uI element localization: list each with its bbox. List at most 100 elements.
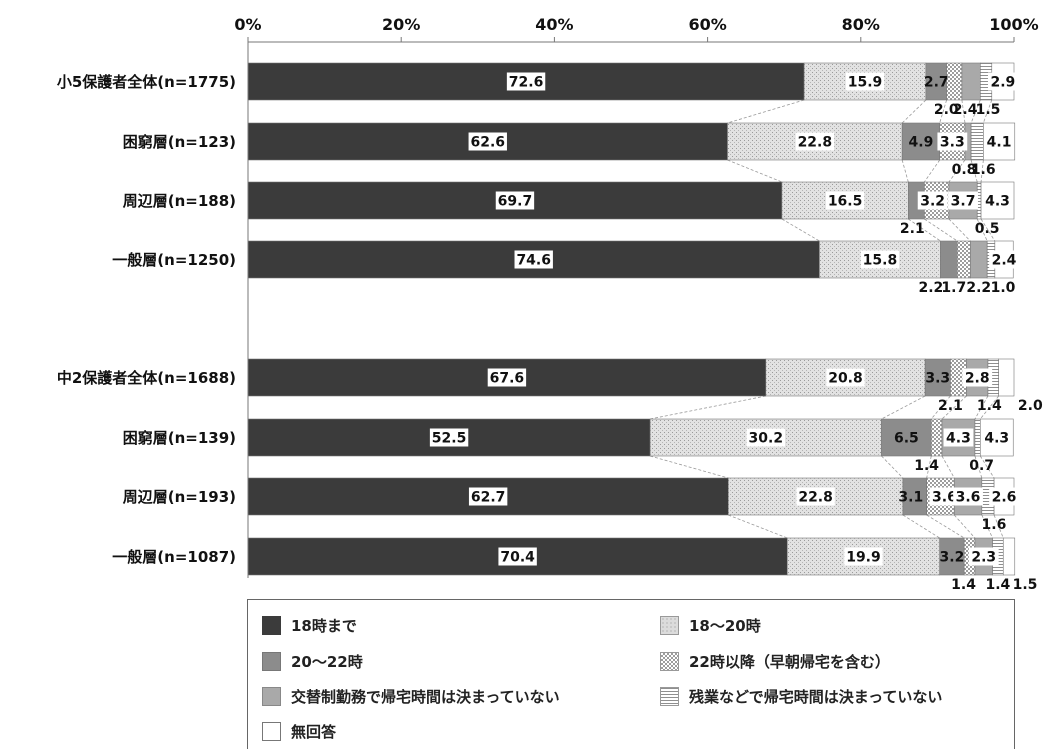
legend-swatch [660,687,679,706]
data-label-bg [989,250,1019,269]
bar-segment [1002,537,1016,576]
connector-line [727,159,783,183]
data-label: 2.1 [900,221,925,237]
data-label: 2.7 [924,75,949,91]
data-label: 1.4 [914,458,939,474]
legend-item: 残業などで帰宅時間は決まっていない [660,686,942,707]
legend-label: 交替制勤務で帰宅時間は決まっていない [291,688,560,706]
x-tick-label: 80% [842,15,880,34]
data-label: 1.7 [941,280,966,296]
connector-line [924,218,958,242]
data-label: 2.2 [966,280,991,296]
data-label: 3.2 [940,550,965,566]
data-label: 0.7 [969,458,994,474]
data-label: 62.6 [470,135,505,151]
legend-label: 20～22時 [291,653,363,671]
category-label: 一般層(n=1250) [112,251,236,269]
data-label-bg [487,368,527,387]
legend-swatch [262,652,281,671]
legend-label: 18時まで [291,617,357,635]
connector-line [979,455,995,479]
data-label-bg [962,368,993,387]
data-label: 2.1 [938,398,963,414]
connector-line [908,218,941,242]
legend-item: 18時まで [262,615,357,636]
data-label-bg [795,132,835,151]
data-label-bg [860,250,900,269]
data-label-bg [506,72,546,91]
data-label: 22.8 [798,490,833,506]
data-label: 15.8 [863,253,898,269]
legend-label: 無回答 [291,723,337,741]
connector-line [970,159,978,183]
connector-line [881,455,904,479]
data-label: 4.9 [909,135,934,151]
data-label: 6.5 [894,431,919,447]
data-label: 72.6 [509,75,544,91]
data-label: 67.6 [490,371,525,387]
legend-swatch [660,616,679,635]
connector-line [993,514,1004,539]
bar-segment [970,240,988,279]
data-label: 69.7 [498,194,533,210]
connector-line [974,395,989,420]
data-label: 4.3 [946,431,971,447]
connector-line [924,159,941,183]
category-label: 困窮層(n=139) [123,429,236,447]
data-label-bg [498,547,537,566]
data-label-bg [989,487,1019,506]
data-label: 20.8 [828,371,863,387]
category-label: 小5保護者全体(n=1775) [57,73,236,91]
category-label: 困窮層(n=123) [123,133,236,151]
data-label-bg [984,132,1014,151]
data-label-bg [514,250,553,269]
data-label-bg [429,428,469,447]
x-tick-label: 100% [989,15,1038,34]
data-label: 4.3 [985,194,1010,210]
legend-item: 20～22時 [262,651,363,672]
data-label-bg [825,191,865,210]
data-label: 1.4 [977,398,1002,414]
legend-label: 残業などで帰宅時間は決まっていない [689,688,943,706]
data-label: 1.0 [991,280,1016,296]
connector-line [980,159,984,183]
data-label-bg [929,487,960,506]
connector-line [980,218,996,242]
connector-line [901,159,909,183]
connector-line [941,395,967,420]
connector-line [902,514,940,539]
connector-line [948,218,971,242]
bar-segment [974,418,981,457]
data-label: 4.3 [984,431,1009,447]
connector-line [976,218,988,242]
connector-line [953,514,976,539]
data-label: 2.4 [992,253,1017,269]
data-label: 2.2 [918,280,943,296]
data-label: 3.7 [951,194,976,210]
data-label: 19.9 [846,550,881,566]
data-label: 2.9 [990,75,1015,91]
data-label-bg [987,72,1018,91]
bar-segment [970,122,984,161]
data-label: 1.4 [986,577,1011,593]
data-label: 3.2 [920,194,945,210]
connector-line [974,455,983,479]
data-label: 16.5 [828,194,863,210]
data-label: 3.3 [940,135,965,151]
data-label: 3.6 [932,490,957,506]
legend-item: 交替制勤務で帰宅時間は決まっていない [262,686,560,707]
x-tick-label: 40% [535,15,573,34]
connector-line [650,395,766,420]
connector-line [728,514,788,539]
bar-segment [881,418,932,457]
bar-segment [930,418,943,457]
data-label: 4.1 [987,135,1012,151]
connector-line [941,455,955,479]
data-label-bg [468,487,508,506]
data-label: 70.4 [500,550,535,566]
data-label-bg [917,191,948,210]
connector-line [970,99,981,124]
bar-segment [957,240,971,279]
connector-line [926,514,965,539]
data-label: 2.0 [934,102,959,118]
